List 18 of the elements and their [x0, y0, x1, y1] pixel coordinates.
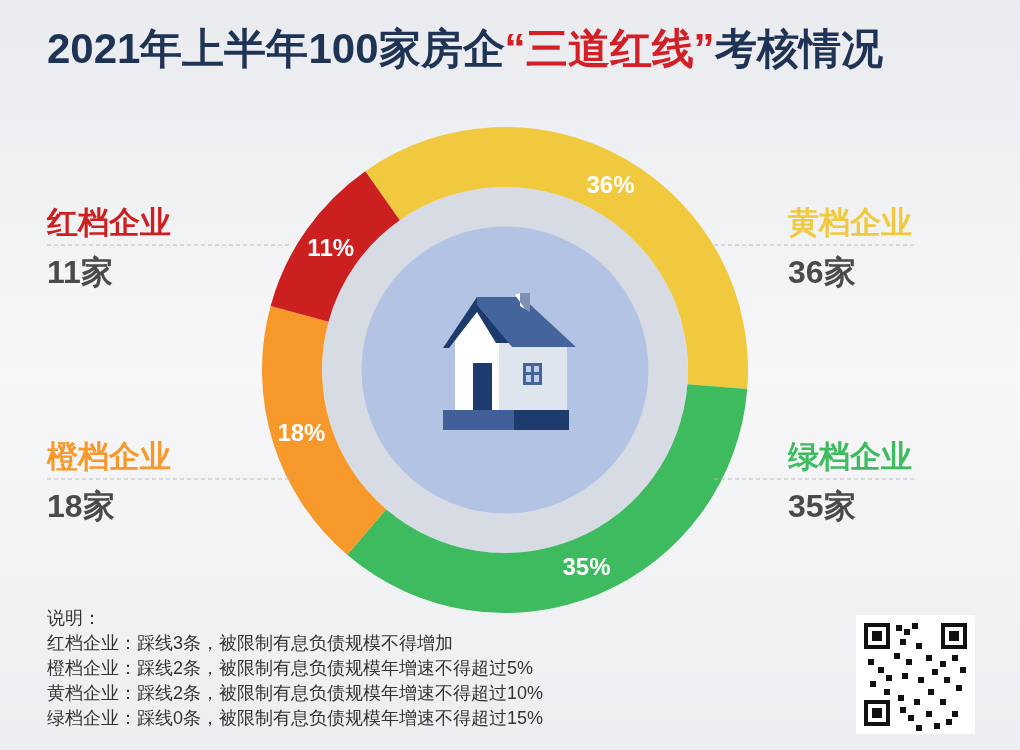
data-label: 35%	[562, 552, 611, 580]
slice-label: 红档企业	[46, 205, 171, 240]
data-label: 18%	[277, 418, 326, 446]
text: 35家	[788, 488, 856, 524]
slice-label: 黄档企业	[788, 205, 912, 240]
text: 黄档企业：踩线2条，被限制有息负债规模年增速不得超过10%	[47, 683, 544, 703]
text: 红档企业：踩线3条，被限制有息负债规模不得增加	[47, 633, 454, 653]
text: 36家	[788, 254, 856, 290]
text: 橙档企业：踩线2条，被限制有息负债规模年增速不得超过5%	[47, 658, 534, 678]
data-label: 11%	[307, 233, 355, 261]
chart-title: 2021年上半年100家房企“三道红线”考核情况	[47, 25, 883, 72]
slice-label: 橙档企业	[46, 439, 171, 474]
text: 11家	[47, 254, 113, 290]
text: 说明：	[47, 608, 101, 628]
text: 18家	[47, 488, 115, 524]
data-label: 36%	[586, 170, 635, 198]
slice-label: 绿档企业	[787, 439, 912, 474]
text: 绿档企业：踩线0条，被限制有息负债规模年增速不得超过15%	[47, 708, 544, 728]
